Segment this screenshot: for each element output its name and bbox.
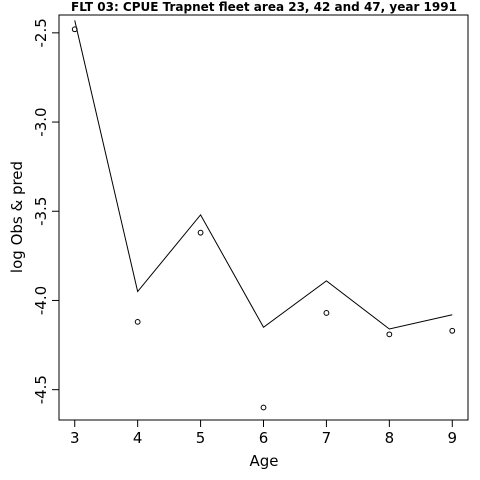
series-layer <box>71 20 456 411</box>
y-tick-label: -4.0 <box>32 286 50 315</box>
y-tick-label: -4.5 <box>32 375 50 404</box>
y-tick-label: -3.0 <box>32 107 50 136</box>
x-tick-label: 9 <box>447 429 457 447</box>
y-axis-label: log Obs & pred <box>8 161 26 273</box>
y-axis: -2.5 -3.0 -3.5 -4.0 -4.5 <box>32 18 59 404</box>
x-tick-label: 3 <box>70 429 80 447</box>
observed-point <box>386 331 393 338</box>
x-tick-label: 7 <box>322 429 332 447</box>
observed-point <box>449 327 456 334</box>
x-axis: 3 4 5 6 7 8 9 <box>70 420 457 447</box>
observed-point <box>323 310 330 316</box>
observed-point <box>71 26 78 33</box>
x-tick-label: 4 <box>133 429 143 447</box>
y-tick-label: -3.5 <box>32 197 50 226</box>
observed-point <box>260 404 267 411</box>
x-tick-label: 5 <box>196 429 206 447</box>
predicted-line <box>74 20 453 330</box>
x-tick-label: 8 <box>385 429 395 447</box>
chart-title: FLT 03: CPUE Trapnet fleet area 23, 42 a… <box>71 0 457 14</box>
observed-point <box>134 318 141 325</box>
observed-point <box>197 229 204 236</box>
x-axis-label: Age <box>249 452 278 470</box>
y-tick-label: -2.5 <box>32 18 50 47</box>
x-tick-label: 6 <box>259 429 269 447</box>
